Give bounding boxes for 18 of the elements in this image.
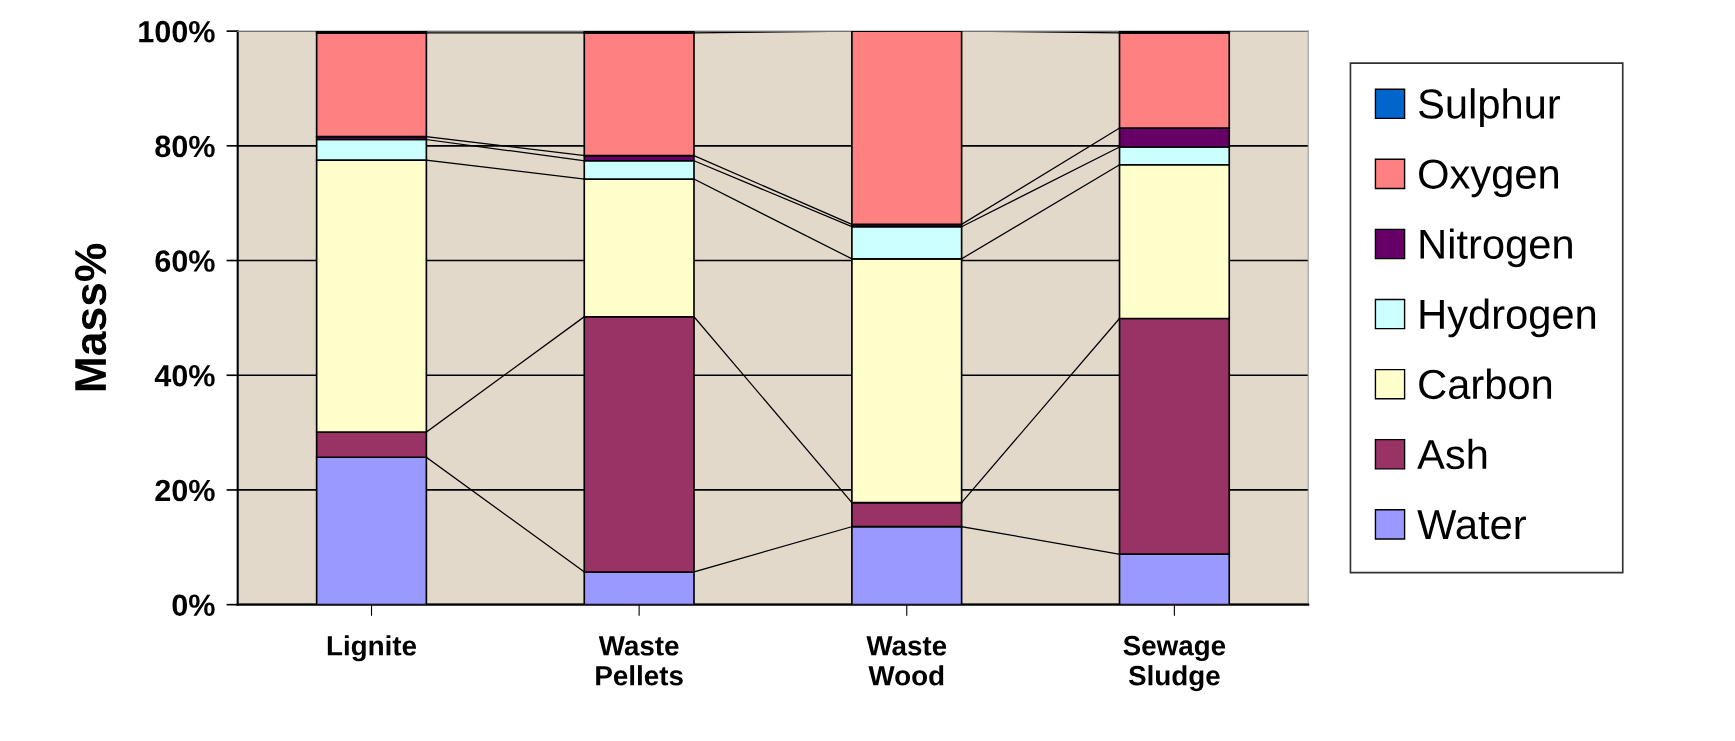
x-tick-label: Waste Wood <box>866 636 947 686</box>
y-tick-label: 20% <box>155 479 215 502</box>
x-tick-label: Sewage Sludge <box>1123 635 1226 692</box>
legend-label: Nitrogen <box>1420 228 1572 268</box>
legend-label: Hydrogen <box>1420 298 1596 338</box>
y-tick-label: 60% <box>155 250 215 272</box>
y-tick-label: 0% <box>172 594 215 617</box>
legend-label: Oxygen <box>1419 159 1558 198</box>
y-tick-label: 80% <box>155 135 215 158</box>
legend-label: Water <box>1417 510 1526 540</box>
legend-label: Sulphur <box>1418 88 1561 128</box>
y-tick-label: 40% <box>154 364 215 387</box>
legend-label: Carbon <box>1419 368 1552 400</box>
y-axis-title: Mass% <box>74 243 107 391</box>
x-tick-label: Lignite <box>327 635 417 662</box>
legend-label: Ash <box>1417 438 1487 470</box>
x-tick-label: Waste Pellets <box>596 636 683 686</box>
y-tick-label: 100% <box>139 20 215 43</box>
